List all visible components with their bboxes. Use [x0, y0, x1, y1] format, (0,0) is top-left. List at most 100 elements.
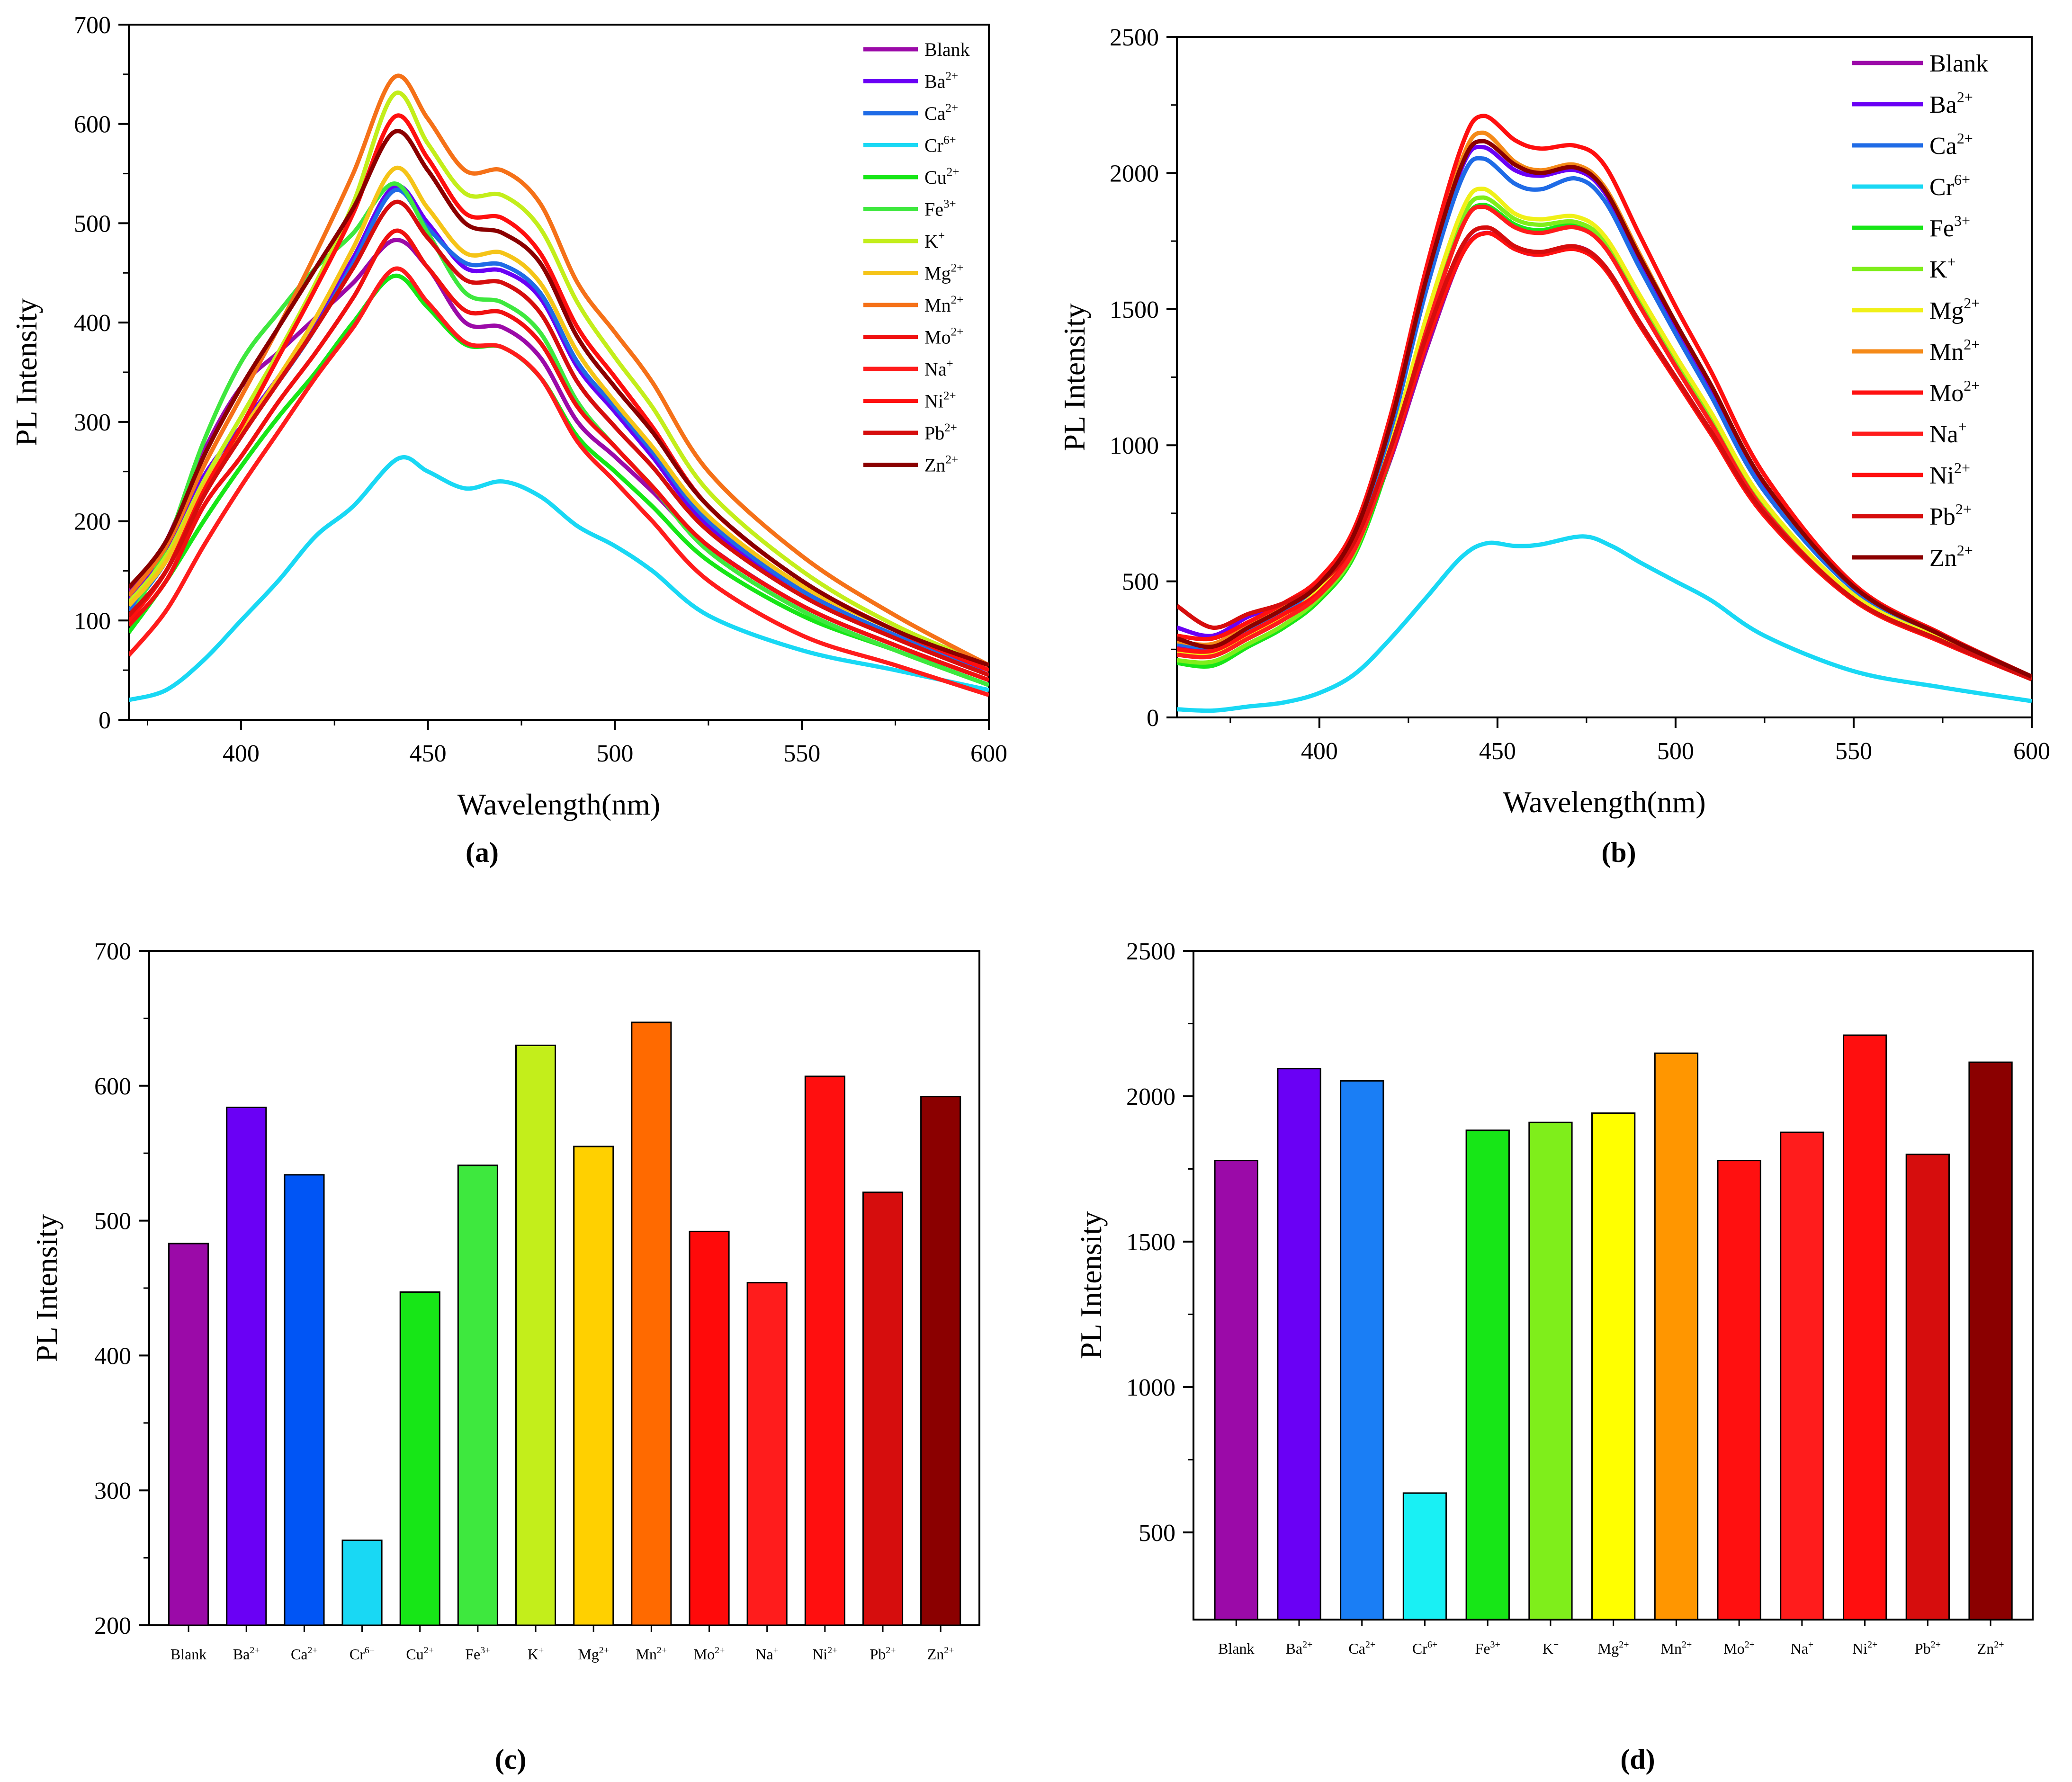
x-tick-label: 450 [1479, 738, 1516, 765]
legend: Blank Ba2+ Ca2+ Cr6+ Cu2+ Fe3+ K+ Mg2+ Mn2+ Mo2+ N… [863, 39, 970, 476]
x-tick-label: 600 [2013, 738, 2050, 765]
bar-ni2 [804, 1075, 845, 1626]
y-tick-label: 500 [1122, 569, 1159, 596]
series-line-fe3 [129, 181, 989, 687]
y-tick-label: 2500 [1110, 24, 1159, 51]
bar-mn2 [1654, 1052, 1699, 1621]
x-tick-label-blank: Blank [170, 1646, 206, 1663]
chart-panel-d: 500 1000 1500 2000 2500 PL Intensity Blank Ba2+… [1074, 938, 2034, 1657]
legend-label-zn2: Zn2+ [1929, 542, 1973, 572]
x-axis-label: Wavelength(nm) [457, 788, 660, 821]
bar-ba2 [226, 1106, 267, 1626]
x-tick-label-k: K+ [1543, 1639, 1559, 1657]
bar-na [746, 1282, 788, 1626]
x-tick-label-ba2: Ba2+ [233, 1645, 260, 1663]
series-line-cr6 [1177, 534, 2032, 713]
series-line-zn2 [129, 129, 989, 667]
legend-label-mn2: Mn2+ [924, 294, 963, 316]
y-axis-label: PL Intensity [1074, 1211, 1108, 1359]
legend-label-fe3: Fe3+ [1929, 212, 1970, 242]
y-tick-label: 600 [94, 1073, 131, 1100]
series-line-na [1177, 205, 2032, 681]
y-tick-label: 500 [74, 210, 111, 237]
y-tick-label: 700 [94, 938, 131, 965]
x-tick-label: 500 [596, 740, 633, 767]
x-tick-label-ni2: Ni2+ [1852, 1639, 1877, 1657]
legend-label-ba2: Ba2+ [924, 70, 958, 92]
x-tick-label-na: Na+ [755, 1645, 779, 1663]
legend-label-pb2: Pb2+ [924, 421, 957, 444]
legend-label-fe3: Fe3+ [924, 198, 956, 220]
x-tick-label: 500 [1657, 738, 1694, 765]
legend: Blank Ba2+ Ca2+ Cr6+ Fe3+ K+ Mg2+ Mn2+ Mo2+ Na+ Ni… [1852, 50, 1988, 572]
legend-label-pb2: Pb2+ [1929, 501, 1972, 530]
x-tick-label-ba2: Ba2+ [1286, 1639, 1313, 1657]
chart-panel-b: 0 500 1000 1500 2000 2500 PL Intensity 400 450 50… [1058, 24, 2050, 819]
y-tick-label: 500 [94, 1208, 131, 1235]
x-tick-label-zn2: Zn2+ [1977, 1639, 2004, 1657]
series-line-ba2 [129, 183, 989, 672]
x-tick-label-mn2: Mn2+ [636, 1645, 667, 1663]
series-line-na [129, 266, 989, 697]
legend-label-cu2: Cu2+ [924, 166, 959, 188]
x-tick-label-cr6: Cr6+ [1412, 1639, 1437, 1657]
bar-ca2 [1340, 1080, 1384, 1621]
x-tick-label: 400 [223, 740, 260, 767]
bar-fe3 [457, 1164, 498, 1626]
chart-panel-c: 200 300 400 500 600 700 PL Intensity Blank Ba2+ C… [30, 938, 980, 1663]
bar-fe3 [1465, 1129, 1510, 1621]
bar-k [1528, 1121, 1573, 1621]
bar-ba2 [1277, 1068, 1321, 1621]
legend-label-zn2: Zn2+ [924, 454, 958, 476]
y-tick-label: 200 [94, 1612, 131, 1639]
y-axis-label: PL Intensity [30, 1214, 63, 1362]
bar-zn2 [920, 1096, 961, 1626]
y-tick-label: 500 [1139, 1520, 1175, 1547]
y-tick-label: 1500 [1110, 296, 1159, 323]
x-tick-label: 550 [1835, 738, 1872, 765]
legend-label-blank: Blank [924, 39, 970, 60]
y-tick-label: 100 [74, 608, 111, 635]
legend-label-ni2: Ni2+ [924, 390, 956, 412]
series-line-zn2 [1177, 139, 2032, 679]
bar-na [1780, 1131, 1824, 1621]
x-tick-label-mn2: Mn2+ [1661, 1639, 1692, 1657]
x-tick-label-pb2: Pb2+ [870, 1645, 896, 1663]
x-tick-label-mo2: Mo2+ [694, 1645, 725, 1663]
x-tick-label-ca2: Ca2+ [291, 1645, 318, 1663]
series-line-k [129, 90, 989, 667]
bar-cu2 [399, 1291, 440, 1626]
x-tick-label-mg2: Mg2+ [578, 1645, 609, 1663]
legend-label-mo2: Mo2+ [1929, 377, 1980, 407]
panel-label-c: (c) [495, 1744, 527, 1775]
x-axis-label: Wavelength(nm) [1503, 785, 1705, 819]
bar-blank [1214, 1160, 1258, 1621]
x-tick-label-mo2: Mo2+ [1723, 1639, 1755, 1657]
plot-frame [148, 950, 980, 1626]
y-tick-label: 1500 [1126, 1229, 1175, 1256]
legend-label-na: Na+ [1929, 418, 1967, 448]
legend-label-k: K+ [924, 230, 945, 252]
x-tick-label-ca2: Ca2+ [1348, 1639, 1375, 1657]
panel-label-d: (d) [1620, 1744, 1655, 1775]
panel-label-a: (a) [466, 837, 499, 868]
x-tick-label-na: Na+ [1791, 1639, 1814, 1657]
series-lines [129, 73, 989, 702]
x-tick-label: 450 [410, 740, 447, 767]
y-axis-label: PL Intensity [1058, 303, 1091, 451]
legend-label-na: Na+ [924, 358, 953, 380]
bar-ca2 [284, 1174, 325, 1626]
bar-cr6 [341, 1540, 383, 1626]
series-line-mn2 [129, 73, 989, 667]
x-tick-label-k: K+ [528, 1645, 544, 1663]
y-tick-label: 400 [74, 310, 111, 337]
bar-mg2 [573, 1146, 614, 1626]
bar-pb2 [1905, 1154, 1950, 1621]
legend-label-mo2: Mo2+ [924, 326, 963, 348]
y-tick-label: 700 [74, 12, 111, 39]
legend-label-mg2: Mg2+ [924, 262, 963, 284]
x-tick-label-pb2: Pb2+ [1915, 1639, 1941, 1657]
x-tick-label-fe3: Fe3+ [1475, 1639, 1500, 1657]
legend-label-blank: Blank [1929, 50, 1988, 77]
